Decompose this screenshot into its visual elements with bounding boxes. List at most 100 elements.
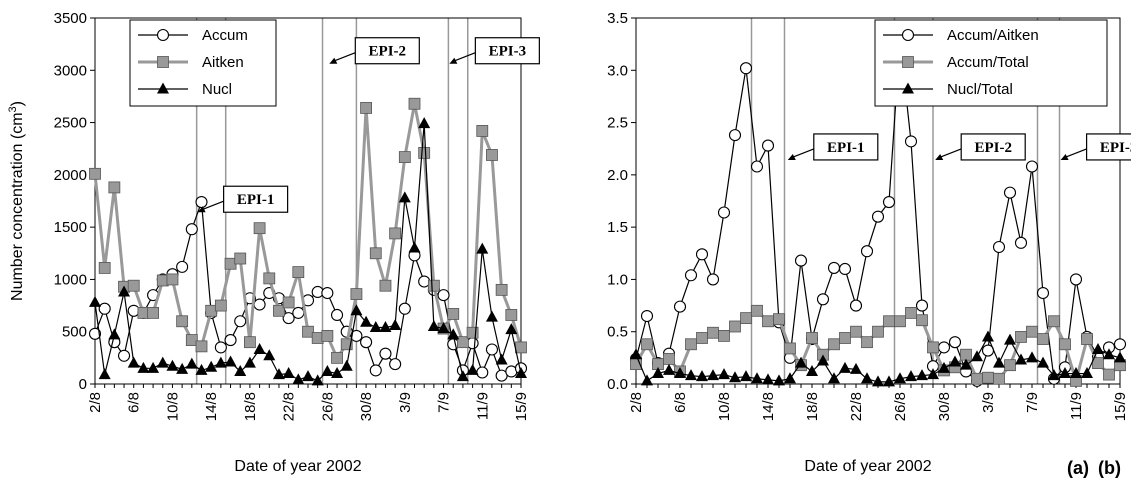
data-point-aitken — [476, 125, 489, 137]
data-point-nucl — [195, 363, 208, 375]
data-point-accum-total — [828, 338, 840, 351]
data-point-accum — [253, 298, 266, 311]
panel-b-ratios: 0.0 0.5 1.0 1.5 2.0 2.5 3.0 3.5 2/8 6/8 10/8 14/8 18… — [607, 10, 1131, 475]
data-point-accum-total — [729, 320, 741, 333]
data-point-accum-total — [663, 353, 675, 365]
data-point-nucl-total — [1059, 367, 1071, 379]
data-point-nucl-total — [960, 358, 972, 370]
data-point-accum — [224, 334, 237, 347]
data-point-accum-total — [982, 371, 994, 384]
y-axis-label-close: ) — [9, 101, 26, 106]
legend-entry: Accum — [202, 27, 248, 44]
data-point-accum-aitken — [673, 300, 687, 313]
data-point-accum-total — [1059, 338, 1071, 351]
data-point-nucl-total — [993, 356, 1005, 368]
data-point-accum-total — [1026, 325, 1038, 338]
data-point-nucl-total — [861, 372, 873, 384]
data-point-nucl-total — [674, 367, 686, 379]
x-tick-label: 2/8 — [628, 392, 645, 413]
data-point-aitken — [505, 309, 518, 321]
annotation-label-1: EPI-2 — [974, 140, 1012, 156]
data-point-nucl — [263, 349, 276, 361]
data-point-nucl-total — [894, 372, 906, 384]
data-point-accum-aitken — [1003, 186, 1017, 199]
data-point-accum-total — [839, 332, 851, 344]
data-point-accum — [350, 329, 363, 342]
data-point-accum-total — [773, 313, 785, 326]
legend-swatch-marker — [157, 56, 169, 68]
data-point-aitken — [234, 252, 247, 265]
data-point-aitken — [273, 304, 285, 317]
x-tick-label: 18/8 — [242, 392, 259, 421]
data-point-nucl-total — [773, 374, 785, 386]
data-point-nucl — [272, 368, 285, 380]
data-point-nucl-total — [905, 370, 917, 382]
data-point-accum-total — [883, 315, 895, 328]
data-point-nucl — [398, 191, 411, 203]
x-tick-label: 15/9 — [1112, 392, 1129, 421]
y-tick-label: 1000 — [54, 271, 87, 288]
data-point-nucl-total — [1103, 348, 1115, 360]
data-point-aitken — [98, 262, 111, 274]
data-point-accum-aitken — [706, 273, 720, 286]
data-point-nucl — [437, 322, 450, 334]
data-point-nucl-total — [718, 368, 730, 380]
x-axis-label: Date of year 2002 — [804, 458, 931, 475]
annotation-arrow — [452, 52, 476, 63]
y-axis-label-text: Number concentration (cm — [9, 112, 26, 301]
data-point-aitken — [466, 326, 479, 339]
data-point-aitken — [418, 146, 431, 159]
x-tick-label: 26/8 — [892, 392, 909, 421]
data-point-accum-total — [1092, 357, 1104, 369]
data-point-accum-aitken — [915, 299, 929, 312]
y-tick-label: 0.0 — [607, 376, 628, 393]
legend-swatch-marker — [902, 82, 914, 94]
legend-entry: Nucl/Total — [947, 81, 1013, 98]
data-point-nucl-total — [982, 330, 994, 342]
data-point-nucl — [292, 373, 305, 385]
data-point-aitken — [379, 279, 392, 292]
annotation-label-1: EPI-2 — [369, 44, 407, 60]
data-point-accum-total — [850, 325, 862, 338]
y-tick-label: 3500 — [54, 10, 87, 27]
annotation-box — [960, 133, 1026, 161]
data-point-nucl-total — [685, 369, 697, 381]
x-tick-label: 11/9 — [474, 392, 491, 420]
data-point-aitken — [389, 227, 402, 240]
annotation-arrowhead — [449, 57, 458, 64]
data-point-nucl — [389, 318, 402, 330]
data-point-nucl — [360, 315, 373, 327]
data-point-accum — [360, 336, 373, 349]
data-point-nucl — [243, 356, 256, 368]
legend-swatch-marker — [156, 28, 170, 42]
data-point-nucl-total — [641, 374, 653, 386]
data-point-nucl — [331, 367, 344, 379]
y-tick-label: 1.5 — [607, 219, 628, 236]
annotation-box — [813, 133, 879, 161]
data-point-aitken — [398, 151, 411, 163]
data-point-aitken — [282, 296, 295, 309]
data-point-nucl-total — [1114, 351, 1126, 363]
data-point-aitken — [147, 306, 159, 319]
data-point-accum — [398, 302, 411, 315]
data-point-accum-aitken — [750, 160, 764, 173]
data-point-aitken — [253, 222, 266, 235]
data-point-aitken — [360, 102, 372, 114]
data-point-nucl-total — [1037, 356, 1049, 368]
data-point-nucl-total — [971, 350, 983, 362]
data-point-accum — [330, 308, 344, 322]
data-point-accum-aitken — [640, 309, 654, 323]
data-point-aitken — [340, 338, 353, 351]
data-point-nucl-total — [817, 354, 829, 366]
data-point-nucl-total — [652, 367, 664, 379]
x-tick-label: 15/9 — [513, 392, 530, 421]
data-point-accum — [98, 302, 111, 315]
data-point-accum-aitken — [684, 269, 698, 282]
data-point-accum-aitken — [871, 210, 885, 223]
annotation-arrowhead — [1060, 153, 1069, 160]
data-point-nucl — [427, 319, 440, 331]
data-point-accum — [176, 260, 189, 273]
data-point-nucl — [89, 295, 101, 307]
data-point-accum-aitken — [838, 262, 852, 276]
data-point-nucl — [447, 328, 460, 340]
